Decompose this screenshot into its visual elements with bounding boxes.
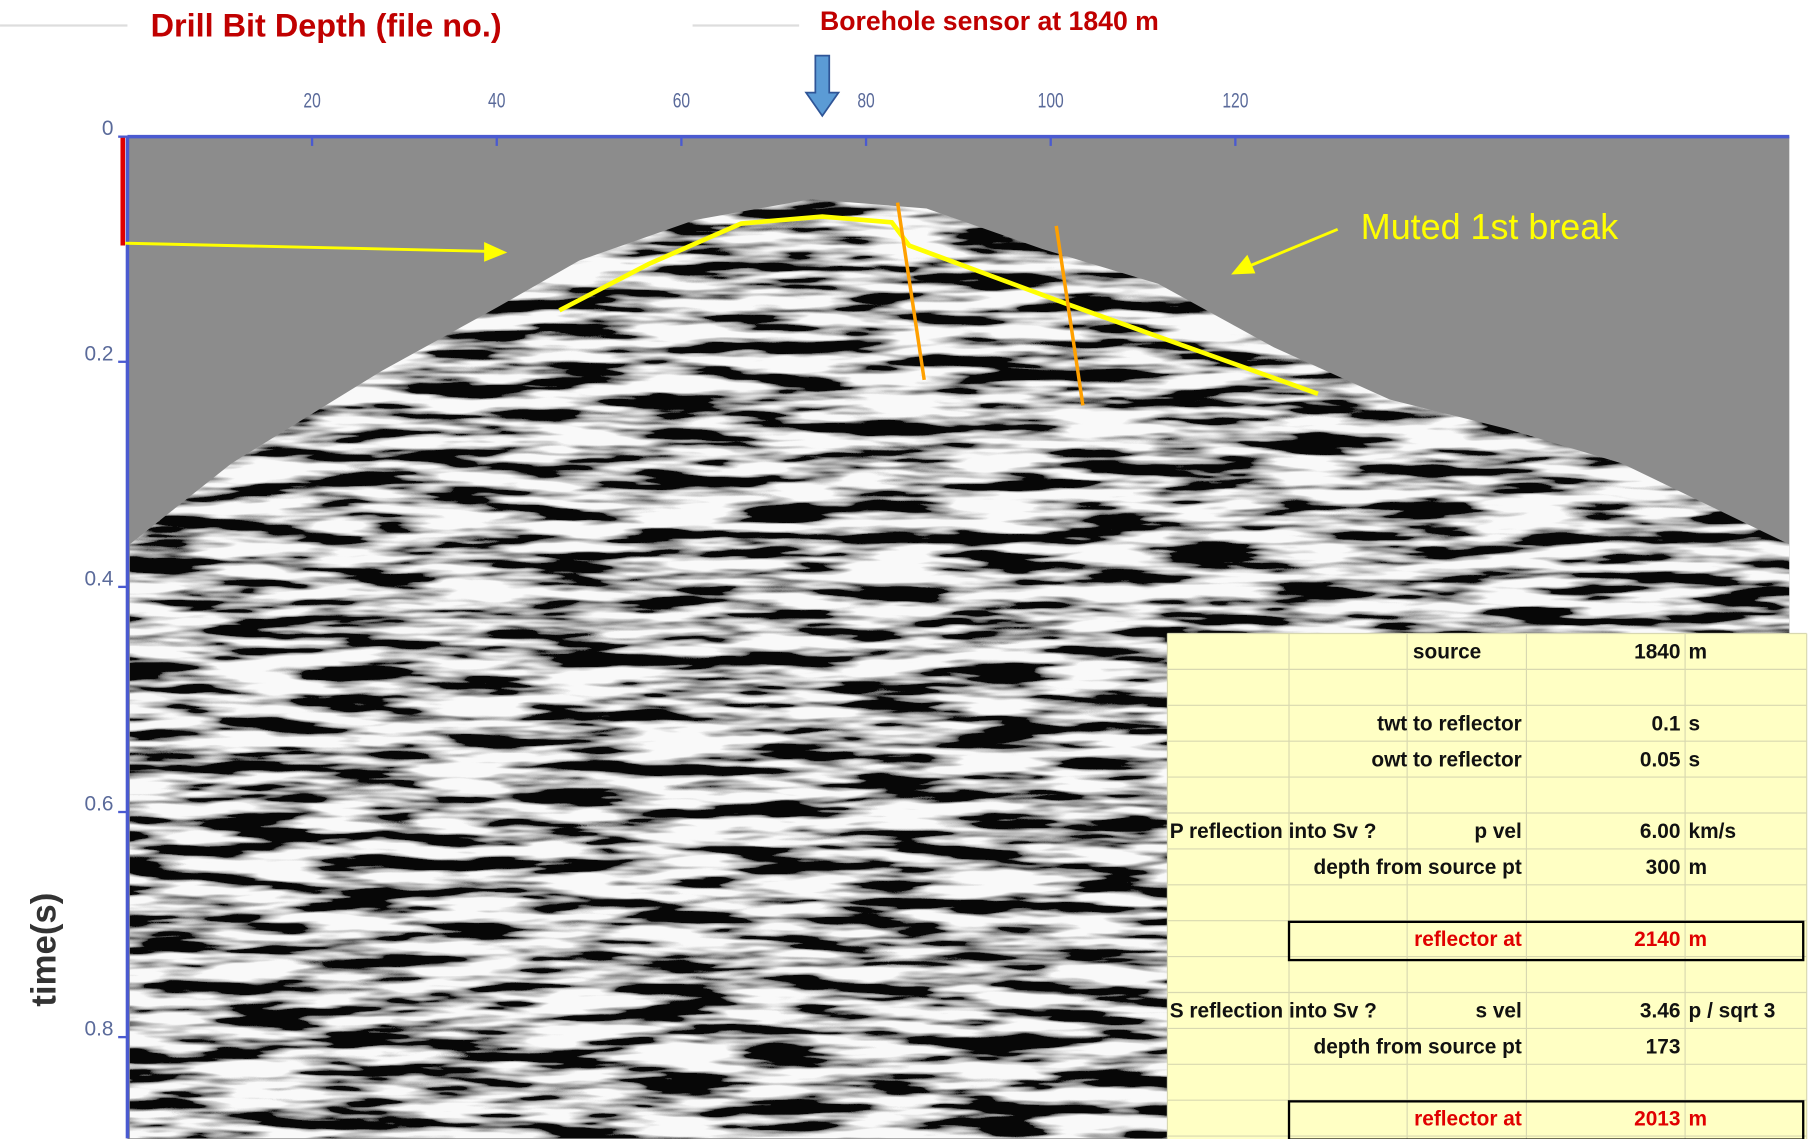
x-tick-label: 60 (673, 88, 690, 112)
table-background (1167, 633, 1807, 1139)
x-tick-label: 100 (1038, 88, 1064, 112)
y-tick-label: 0.4 (85, 567, 114, 590)
table-value: 300 (1646, 856, 1681, 879)
table-unit: m (1689, 641, 1708, 664)
mute-annotation: Muted 1st break (1361, 207, 1618, 247)
y-axis-label: time(s) (26, 893, 64, 1007)
table-heading: P reflection into Sv ? (1170, 820, 1377, 843)
highlight-box (1287, 1100, 1805, 1139)
fault-pick (895, 202, 926, 381)
table-value: 2140 (1634, 928, 1680, 951)
table-label: source (1413, 641, 1481, 664)
table-heading: S reflection into Sv ? (1170, 1000, 1377, 1023)
pointer-head (1231, 254, 1256, 275)
table-label: twt to reflector (1377, 713, 1522, 736)
table-unit: km/s (1689, 820, 1736, 843)
calc-table: source 1840 m twt to reflector 0.1 s owt to re… (1166, 632, 1808, 1139)
pointer-head (484, 242, 508, 262)
table-label: depth from source pt (1314, 1036, 1522, 1059)
pointer-line (125, 241, 487, 253)
table-value: 0.1 (1651, 713, 1680, 736)
table-value: 3.46 (1640, 1000, 1681, 1023)
y-tick-label: 0.2 (85, 342, 114, 365)
table-value: 1840 (1634, 641, 1680, 664)
sensor-arrow (804, 54, 841, 118)
table-label: s vel (1475, 1000, 1521, 1023)
table-unit: s (1689, 748, 1701, 771)
chart-title: Drill Bit Depth (file no.) (151, 7, 502, 43)
table-label: reflector at (1414, 1107, 1522, 1130)
y-tick-label: 0.8 (85, 1018, 114, 1041)
table-unit: s (1689, 713, 1701, 736)
table-label: reflector at (1414, 928, 1522, 951)
x-tick-label: 120 (1222, 88, 1248, 112)
table-unit: m (1689, 928, 1708, 951)
table-label: owt to reflector (1371, 748, 1521, 771)
pointer-line (1247, 227, 1339, 268)
table-value: 173 (1646, 1036, 1681, 1059)
y-tick-label: 0 (102, 117, 114, 140)
fault-pick (1054, 225, 1085, 406)
reflector-pick (558, 214, 1319, 396)
table-value: 6.00 (1640, 820, 1681, 843)
table-label: depth from source pt (1314, 856, 1522, 879)
highlight-box (1287, 920, 1805, 962)
table-unit: m (1689, 1107, 1708, 1130)
table-unit: p / sqrt 3 (1689, 1000, 1776, 1023)
y-tick-label: 0.6 (85, 793, 114, 816)
chart-subtitle: Borehole sensor at 1840 m (820, 6, 1159, 36)
table-label: p vel (1474, 820, 1521, 843)
x-tick-label: 80 (857, 88, 874, 112)
table-value: 0.05 (1640, 748, 1681, 771)
table-value: 2013 (1634, 1107, 1680, 1130)
table-unit: m (1689, 856, 1708, 879)
x-tick-label: 20 (303, 88, 320, 112)
x-tick-label: 40 (488, 88, 505, 112)
